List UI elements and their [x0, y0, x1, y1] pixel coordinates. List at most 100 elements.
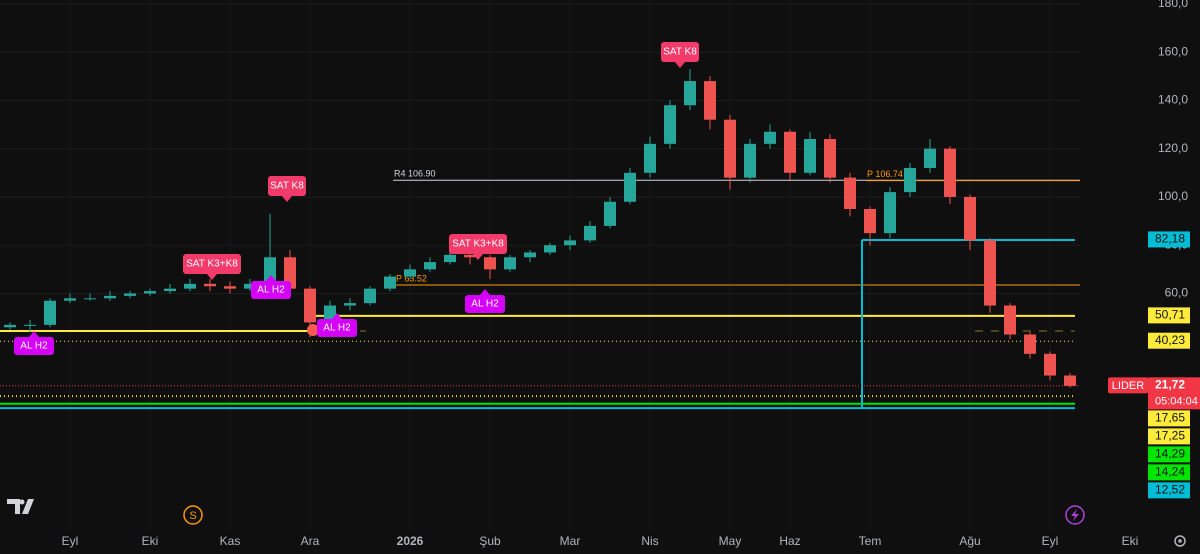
- price-tag-label: 14,29: [1155, 447, 1185, 461]
- signal-label: SAT K3+K8: [452, 239, 504, 250]
- candle-body: [464, 254, 476, 258]
- x-tick-label: Nis: [641, 534, 658, 548]
- price-tag-label: 82,18: [1155, 232, 1185, 246]
- signal-label: AL H2: [323, 323, 351, 334]
- price-tag: [1148, 332, 1190, 349]
- price-tag: [1148, 428, 1190, 445]
- settings-icon[interactable]: [1174, 535, 1186, 547]
- x-tick-label: Ağu: [959, 534, 980, 548]
- x-tick-label: 2026: [397, 534, 424, 548]
- candle-body: [484, 257, 496, 270]
- signal-label: SAT K3+K8: [186, 259, 238, 270]
- candle-body: [844, 177, 856, 210]
- signal: AL H2: [14, 331, 54, 355]
- x-tick-label: May: [719, 534, 742, 548]
- signal-label: SAT K8: [270, 181, 304, 192]
- candle-body: [284, 257, 296, 289]
- candle-body: [424, 262, 436, 270]
- x-tick-label: Tem: [859, 534, 882, 548]
- marker-dot: [307, 324, 319, 336]
- symbol-tag: [1108, 377, 1148, 394]
- y-tick-label: 180,0: [1158, 0, 1188, 10]
- signal-label: AL H2: [20, 341, 48, 352]
- candle-body: [444, 254, 456, 263]
- candle-body: [524, 252, 536, 258]
- signal: SAT K8: [661, 42, 699, 68]
- candle-body: [644, 143, 656, 173]
- price-tag: [1148, 231, 1190, 248]
- candle-body: [364, 288, 376, 304]
- candle-body: [4, 324, 16, 328]
- candle-body: [864, 209, 876, 234]
- signal: AL H2: [465, 289, 505, 313]
- candle-body: [384, 276, 396, 289]
- candles: [4, 69, 1076, 388]
- candle-body: [784, 131, 796, 173]
- y-tick-label: 140,0: [1158, 93, 1188, 107]
- signal-label: AL H2: [471, 299, 499, 310]
- candle-body: [764, 131, 776, 144]
- price-tag-label: 17,65: [1155, 411, 1185, 425]
- candle-body: [144, 291, 156, 294]
- x-tick-label: Eki: [1122, 534, 1139, 548]
- candle-body: [84, 298, 96, 300]
- signal: SAT K3+K8: [449, 234, 507, 260]
- signal-label: SAT K8: [663, 47, 697, 58]
- price-tag-label: 50,71: [1155, 308, 1185, 322]
- candle-body: [24, 324, 36, 326]
- candle-body: [404, 269, 416, 277]
- x-tick-label: Eki: [142, 534, 159, 548]
- y-tick-label: 160,0: [1158, 44, 1188, 58]
- price-tag: [1148, 377, 1200, 410]
- candle-body: [564, 240, 576, 246]
- candle-body: [804, 139, 816, 173]
- candle-body: [264, 257, 276, 284]
- candle-body: [704, 81, 716, 120]
- candle-body: [904, 167, 916, 193]
- candle-body: [624, 172, 636, 202]
- x-tick-label: Ara: [301, 534, 320, 548]
- candle-body: [684, 81, 696, 106]
- symbol-label: LIDER: [1112, 380, 1144, 392]
- candle-body: [104, 295, 116, 299]
- signal: AL H2: [251, 275, 291, 299]
- countdown: 05:04:04: [1155, 395, 1198, 407]
- icon-flash[interactable]: [1065, 505, 1085, 525]
- candle-body: [224, 286, 236, 289]
- candle-body: [1064, 375, 1076, 386]
- svg-text:S: S: [189, 510, 196, 522]
- candle-body: [44, 300, 56, 325]
- candle-body: [984, 240, 996, 306]
- signal: SAT K3+K8: [183, 254, 241, 280]
- levels: R4 106.90 P 106.74 P 63.52: [0, 169, 1080, 410]
- signal-label: AL H2: [257, 285, 285, 296]
- candle-body: [924, 148, 936, 168]
- price-tag: [1148, 307, 1190, 324]
- price-tags: 82,18 50,71 40,23 LIDER 21,72 05:04:04 17,65 17…: [1108, 231, 1200, 499]
- candle-body: [1044, 353, 1056, 376]
- candle-body: [504, 257, 516, 270]
- x-tick-label: Eyl: [62, 534, 79, 548]
- candle-body: [824, 139, 836, 178]
- x-axis-bg: [0, 530, 1200, 554]
- level-label: P 63.52: [396, 273, 427, 283]
- candle-body: [64, 298, 76, 301]
- candle-body: [124, 293, 136, 296]
- candle-body: [884, 192, 896, 234]
- x-tick-label: Eyl: [1042, 534, 1059, 548]
- price-tag: [1148, 446, 1190, 463]
- price-tag: [1148, 482, 1190, 499]
- x-tick-label: Mar: [560, 534, 581, 548]
- level-label: R4 106.90: [394, 169, 436, 179]
- y-tick-label: 100,0: [1158, 189, 1188, 203]
- level-label: P 106.74: [867, 169, 903, 179]
- signal: AL H2: [317, 313, 357, 337]
- price-tag: [1148, 410, 1190, 427]
- candle-body: [964, 196, 976, 241]
- icon-s[interactable]: S: [183, 505, 203, 525]
- candle-body: [944, 148, 956, 197]
- logo: [7, 499, 34, 514]
